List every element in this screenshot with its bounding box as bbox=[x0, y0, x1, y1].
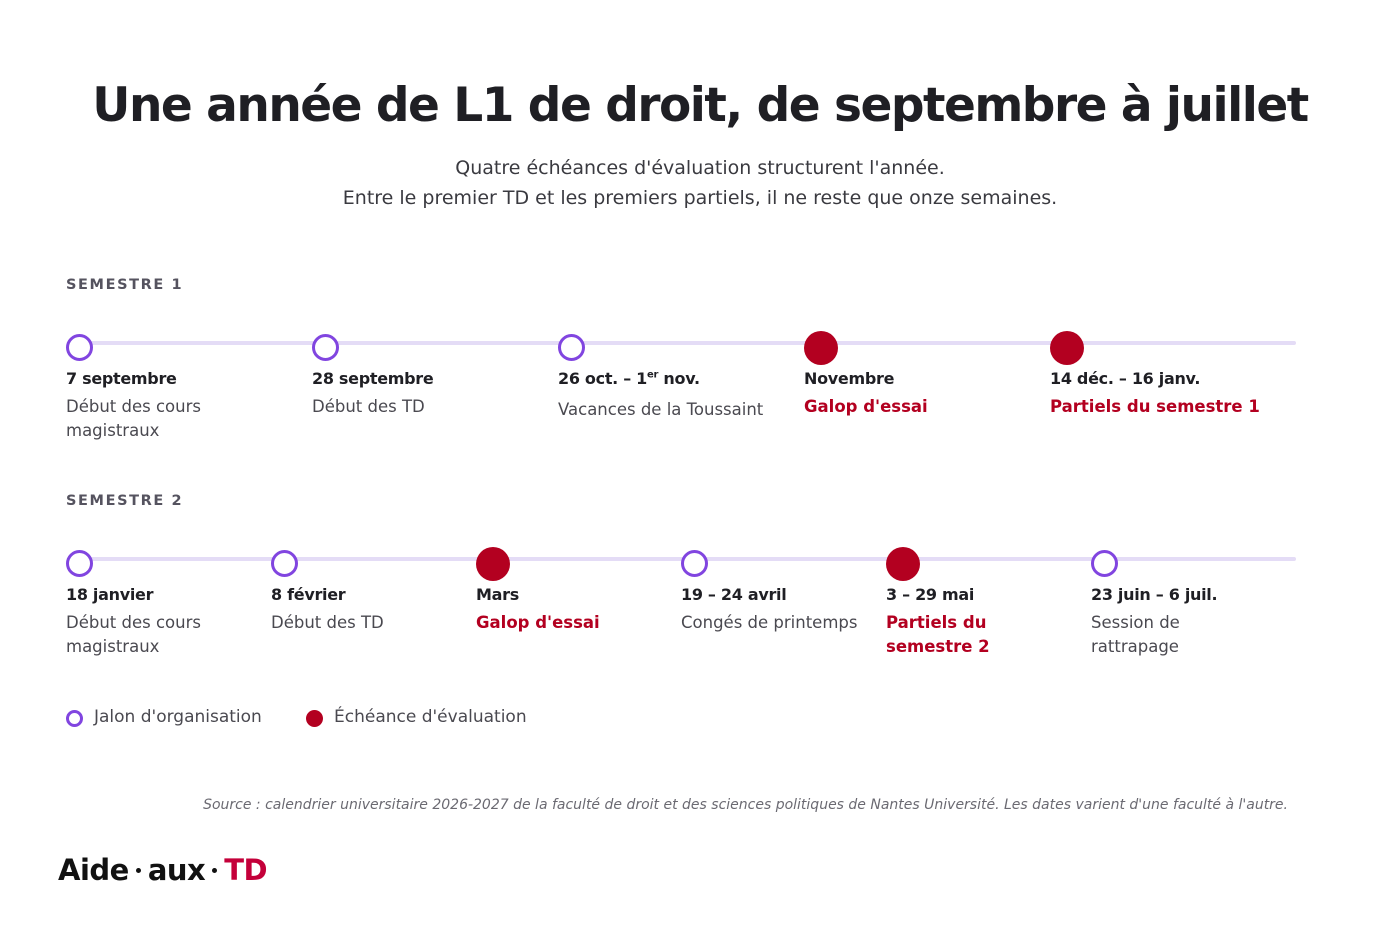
evaluation-marker-icon bbox=[804, 331, 838, 365]
evaluation-marker-icon bbox=[1050, 331, 1084, 365]
milestone-date: 19 – 24 avril bbox=[681, 585, 787, 604]
evaluation-marker-icon bbox=[306, 710, 323, 727]
organisation-marker-icon bbox=[66, 334, 93, 361]
logo-dot bbox=[212, 867, 218, 873]
milestone-date: 14 déc. – 16 janv. bbox=[1050, 369, 1201, 388]
organisation-marker-icon bbox=[312, 334, 339, 361]
milestone-description: Session de rattrapage bbox=[1091, 613, 1180, 656]
milestone-description: Partiels du semestre 2 bbox=[886, 613, 990, 656]
milestone-date: 3 – 29 mai bbox=[886, 585, 975, 604]
milestone-description: Début des TD bbox=[271, 613, 384, 632]
milestone-date: 18 janvier bbox=[66, 585, 154, 604]
semester-1-label: SEMESTRE 1 bbox=[66, 277, 184, 293]
organisation-marker-icon bbox=[558, 334, 585, 361]
legend-label: Échéance d'évaluation bbox=[334, 707, 527, 727]
milestone-description: Vacances de la Toussaint bbox=[558, 400, 764, 419]
milestone-date: Novembre bbox=[804, 369, 895, 388]
evaluation-marker-icon bbox=[886, 547, 920, 581]
organisation-marker-icon bbox=[66, 550, 93, 577]
evaluation-marker-icon bbox=[476, 547, 510, 581]
milestone-date: 7 septembre bbox=[66, 369, 177, 388]
organisation-marker-icon bbox=[66, 710, 83, 727]
milestone-description: Début des TD bbox=[312, 397, 425, 416]
organisation-marker-icon bbox=[271, 550, 298, 577]
milestone-description: Partiels du semestre 1 bbox=[1050, 397, 1260, 416]
semester-1-track bbox=[80, 341, 1296, 345]
milestone-date: 26 oct. – 1er nov. bbox=[558, 369, 700, 388]
organisation-marker-icon bbox=[681, 550, 708, 577]
logo-dot bbox=[135, 867, 141, 873]
milestone-date: 8 février bbox=[271, 585, 346, 604]
source-note: Source : calendrier universitaire 2026-2… bbox=[203, 797, 1288, 813]
milestone-date: Mars bbox=[476, 585, 519, 604]
page-title: Une année de L1 de droit, de septembre à… bbox=[92, 78, 1309, 133]
brand-logo: Aide aux TD bbox=[58, 853, 268, 887]
milestone-description: Galop d'essai bbox=[476, 613, 600, 632]
milestone-date: 28 septembre bbox=[312, 369, 434, 388]
milestone-description: Début des cours magistraux bbox=[66, 397, 201, 440]
organisation-marker-icon bbox=[1091, 550, 1118, 577]
semester-2-label: SEMESTRE 2 bbox=[66, 493, 184, 509]
milestone-description: Congés de printemps bbox=[681, 613, 858, 632]
subtitle-line-1: Quatre échéances d'évaluation structuren… bbox=[455, 157, 945, 179]
subtitle-line-2: Entre le premier TD et les premiers part… bbox=[342, 187, 1058, 209]
milestone-description: Début des cours magistraux bbox=[66, 613, 201, 656]
legend-label: Jalon d'organisation bbox=[94, 707, 262, 727]
milestone-date: 23 juin – 6 juil. bbox=[1091, 585, 1218, 604]
milestone-description: Galop d'essai bbox=[804, 397, 928, 416]
